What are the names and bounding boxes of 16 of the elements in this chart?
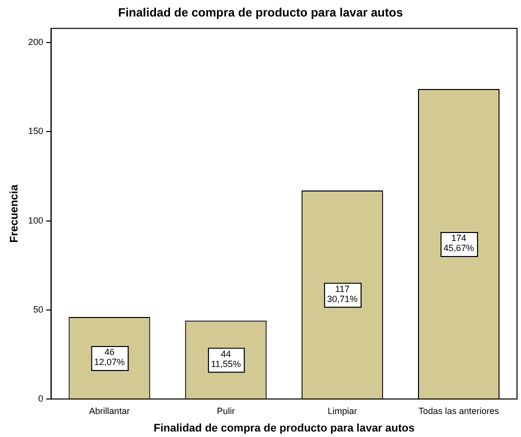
y-tick-label: 100: [28, 215, 44, 226]
x-tick-label: Pulir: [216, 406, 235, 416]
x-tick-label: Abrillantar: [89, 406, 130, 416]
y-tick-label: 50: [33, 304, 44, 314]
x-tick-label: Todas las anteriores: [418, 406, 500, 416]
data-label: 174 45,67%: [444, 232, 474, 253]
data-label: 44 11,55%: [210, 348, 241, 369]
y-tick-label: 0: [38, 393, 44, 404]
y-axis-title: Frecuencia: [8, 184, 21, 243]
chart-title: Finalidad de compra de producto para lavar autos: [118, 6, 404, 20]
x-axis-title: Finalidad de compra de producto para lavar autos: [154, 422, 415, 434]
y-tick-label: 200: [28, 37, 44, 48]
data-label: 117 30,71%: [327, 284, 358, 304]
y-tick-label: 150: [28, 126, 44, 136]
data-label: 46 12,07%: [94, 347, 125, 368]
x-tick-label: Limpiar: [328, 406, 358, 416]
